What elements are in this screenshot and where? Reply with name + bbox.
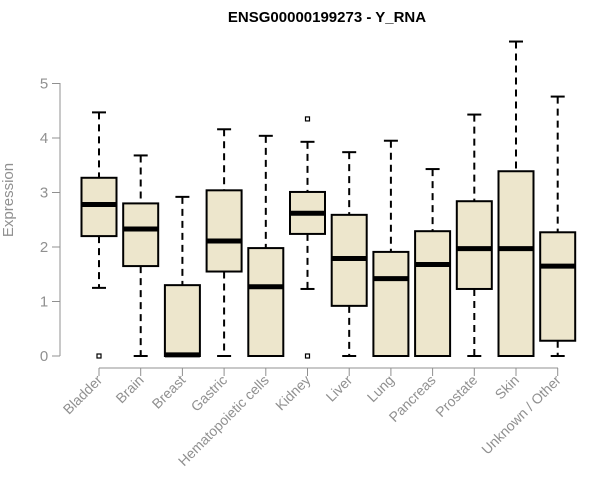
outlier-point [304,116,311,122]
boxes-group [80,40,577,359]
box-iqr [205,189,243,273]
box-liver [330,151,368,357]
box-unknown-other [539,95,577,357]
x-tick-label: Bladder [60,372,106,418]
outlier-point [304,353,311,359]
x-tick-label: Prostate [432,372,480,420]
y-axis-ticks: 0 1 2 3 4 5 [40,76,60,365]
box-brain [122,154,160,357]
box-iqr [122,202,160,268]
x-tick-label: Lung [364,372,397,405]
box-iqr [497,170,535,357]
y-tick-label: 3 [40,185,48,202]
x-tick-label: Liver [323,372,356,405]
y-tick-label: 2 [40,239,48,256]
x-tick-label: Kidney [272,372,314,414]
box-gastric [205,128,243,357]
box-kidney [289,116,326,359]
box-skin [497,40,535,357]
x-tick-label: Breast [149,372,189,412]
y-tick-label: 4 [40,130,48,147]
box-pancreas [414,168,452,358]
x-tick-label: Skin [492,372,523,403]
x-tick-label: Unknown / Other [478,372,564,458]
box-lung [372,139,410,357]
box-hematopoietic-cells [247,134,285,357]
box-iqr [163,284,201,357]
box-iqr [247,247,285,357]
box-iqr [414,230,452,358]
box-iqr [372,250,410,357]
box-iqr [455,200,493,290]
chart-title: ENSG00000199273 - Y_RNA [228,9,426,26]
x-tick-label: Brain [112,372,146,406]
y-tick-label: 0 [40,348,48,365]
box-bladder [80,111,118,359]
box-prostate [455,113,493,357]
box-breast [163,195,201,358]
box-iqr [539,231,577,342]
outlier-point [96,353,102,359]
y-tick-label: 5 [40,76,48,93]
y-axis-label: Expression [0,163,17,237]
y-tick-label: 1 [40,294,48,311]
